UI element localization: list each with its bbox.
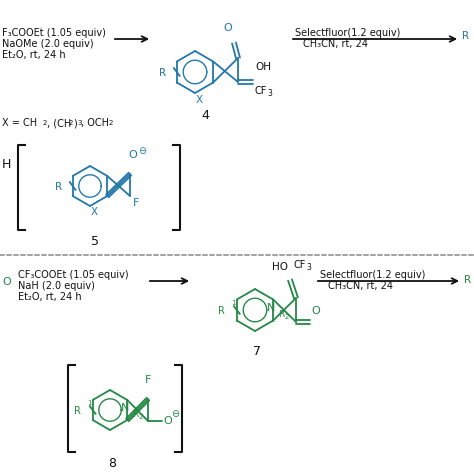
Text: Selectfluor(1.2 equiv): Selectfluor(1.2 equiv)	[295, 28, 401, 38]
Text: ⊖: ⊖	[171, 409, 179, 419]
Text: R: R	[278, 310, 284, 319]
Text: CF: CF	[294, 260, 306, 270]
Text: X: X	[195, 95, 202, 105]
Text: 8: 8	[108, 457, 116, 470]
Text: X: X	[91, 207, 98, 217]
Text: R: R	[462, 31, 469, 41]
Text: N: N	[121, 403, 129, 413]
Text: 2: 2	[138, 414, 143, 420]
Text: R: R	[464, 275, 471, 285]
Text: F: F	[145, 375, 151, 385]
Text: NaOMe (2.0 equiv): NaOMe (2.0 equiv)	[2, 39, 94, 49]
Text: Et₂O, rt, 24 h: Et₂O, rt, 24 h	[18, 292, 82, 302]
Text: 2: 2	[43, 120, 47, 126]
Text: F₃COOEt (1.05 equiv): F₃COOEt (1.05 equiv)	[2, 28, 106, 38]
Text: 3: 3	[267, 89, 272, 98]
Text: ⊖: ⊖	[138, 146, 146, 156]
Text: Selectfluor(1.2 equiv): Selectfluor(1.2 equiv)	[320, 270, 425, 280]
Text: 2: 2	[69, 120, 73, 126]
Text: 4: 4	[201, 109, 209, 122]
Text: O: O	[128, 150, 137, 160]
Text: OH: OH	[255, 62, 271, 72]
Text: R: R	[218, 306, 225, 316]
Text: CF₃COOEt (1.05 equiv): CF₃COOEt (1.05 equiv)	[18, 270, 128, 280]
Text: 2: 2	[284, 313, 289, 319]
Text: 5: 5	[91, 235, 99, 248]
Text: 1: 1	[231, 300, 236, 306]
Text: CF: CF	[255, 86, 267, 96]
Text: R: R	[55, 182, 62, 192]
Text: X = CH: X = CH	[2, 118, 37, 128]
Text: , (CH: , (CH	[47, 118, 71, 128]
Text: NaH (2.0 equiv): NaH (2.0 equiv)	[18, 281, 95, 291]
Text: O: O	[311, 306, 320, 316]
Text: O: O	[163, 416, 172, 426]
Text: HO: HO	[272, 262, 288, 272]
Text: R: R	[132, 410, 138, 419]
Text: H: H	[2, 158, 11, 172]
Text: 7: 7	[253, 345, 261, 358]
Text: CH₃CN, rt, 24: CH₃CN, rt, 24	[328, 281, 393, 291]
Text: F: F	[133, 198, 139, 208]
Text: CH₃CN, rt, 24: CH₃CN, rt, 24	[303, 39, 368, 49]
Text: N: N	[267, 302, 275, 312]
Text: Et₂O, rt, 24 h: Et₂O, rt, 24 h	[2, 50, 65, 60]
Text: R: R	[74, 406, 81, 416]
Text: , OCH: , OCH	[81, 118, 109, 128]
Text: O: O	[224, 23, 232, 33]
Text: R: R	[159, 68, 166, 78]
Text: 3: 3	[306, 263, 311, 272]
Text: 3: 3	[77, 120, 82, 126]
Text: ): )	[73, 118, 77, 128]
Text: 1: 1	[87, 400, 91, 406]
Text: O: O	[2, 277, 11, 287]
Text: 2: 2	[109, 120, 113, 126]
